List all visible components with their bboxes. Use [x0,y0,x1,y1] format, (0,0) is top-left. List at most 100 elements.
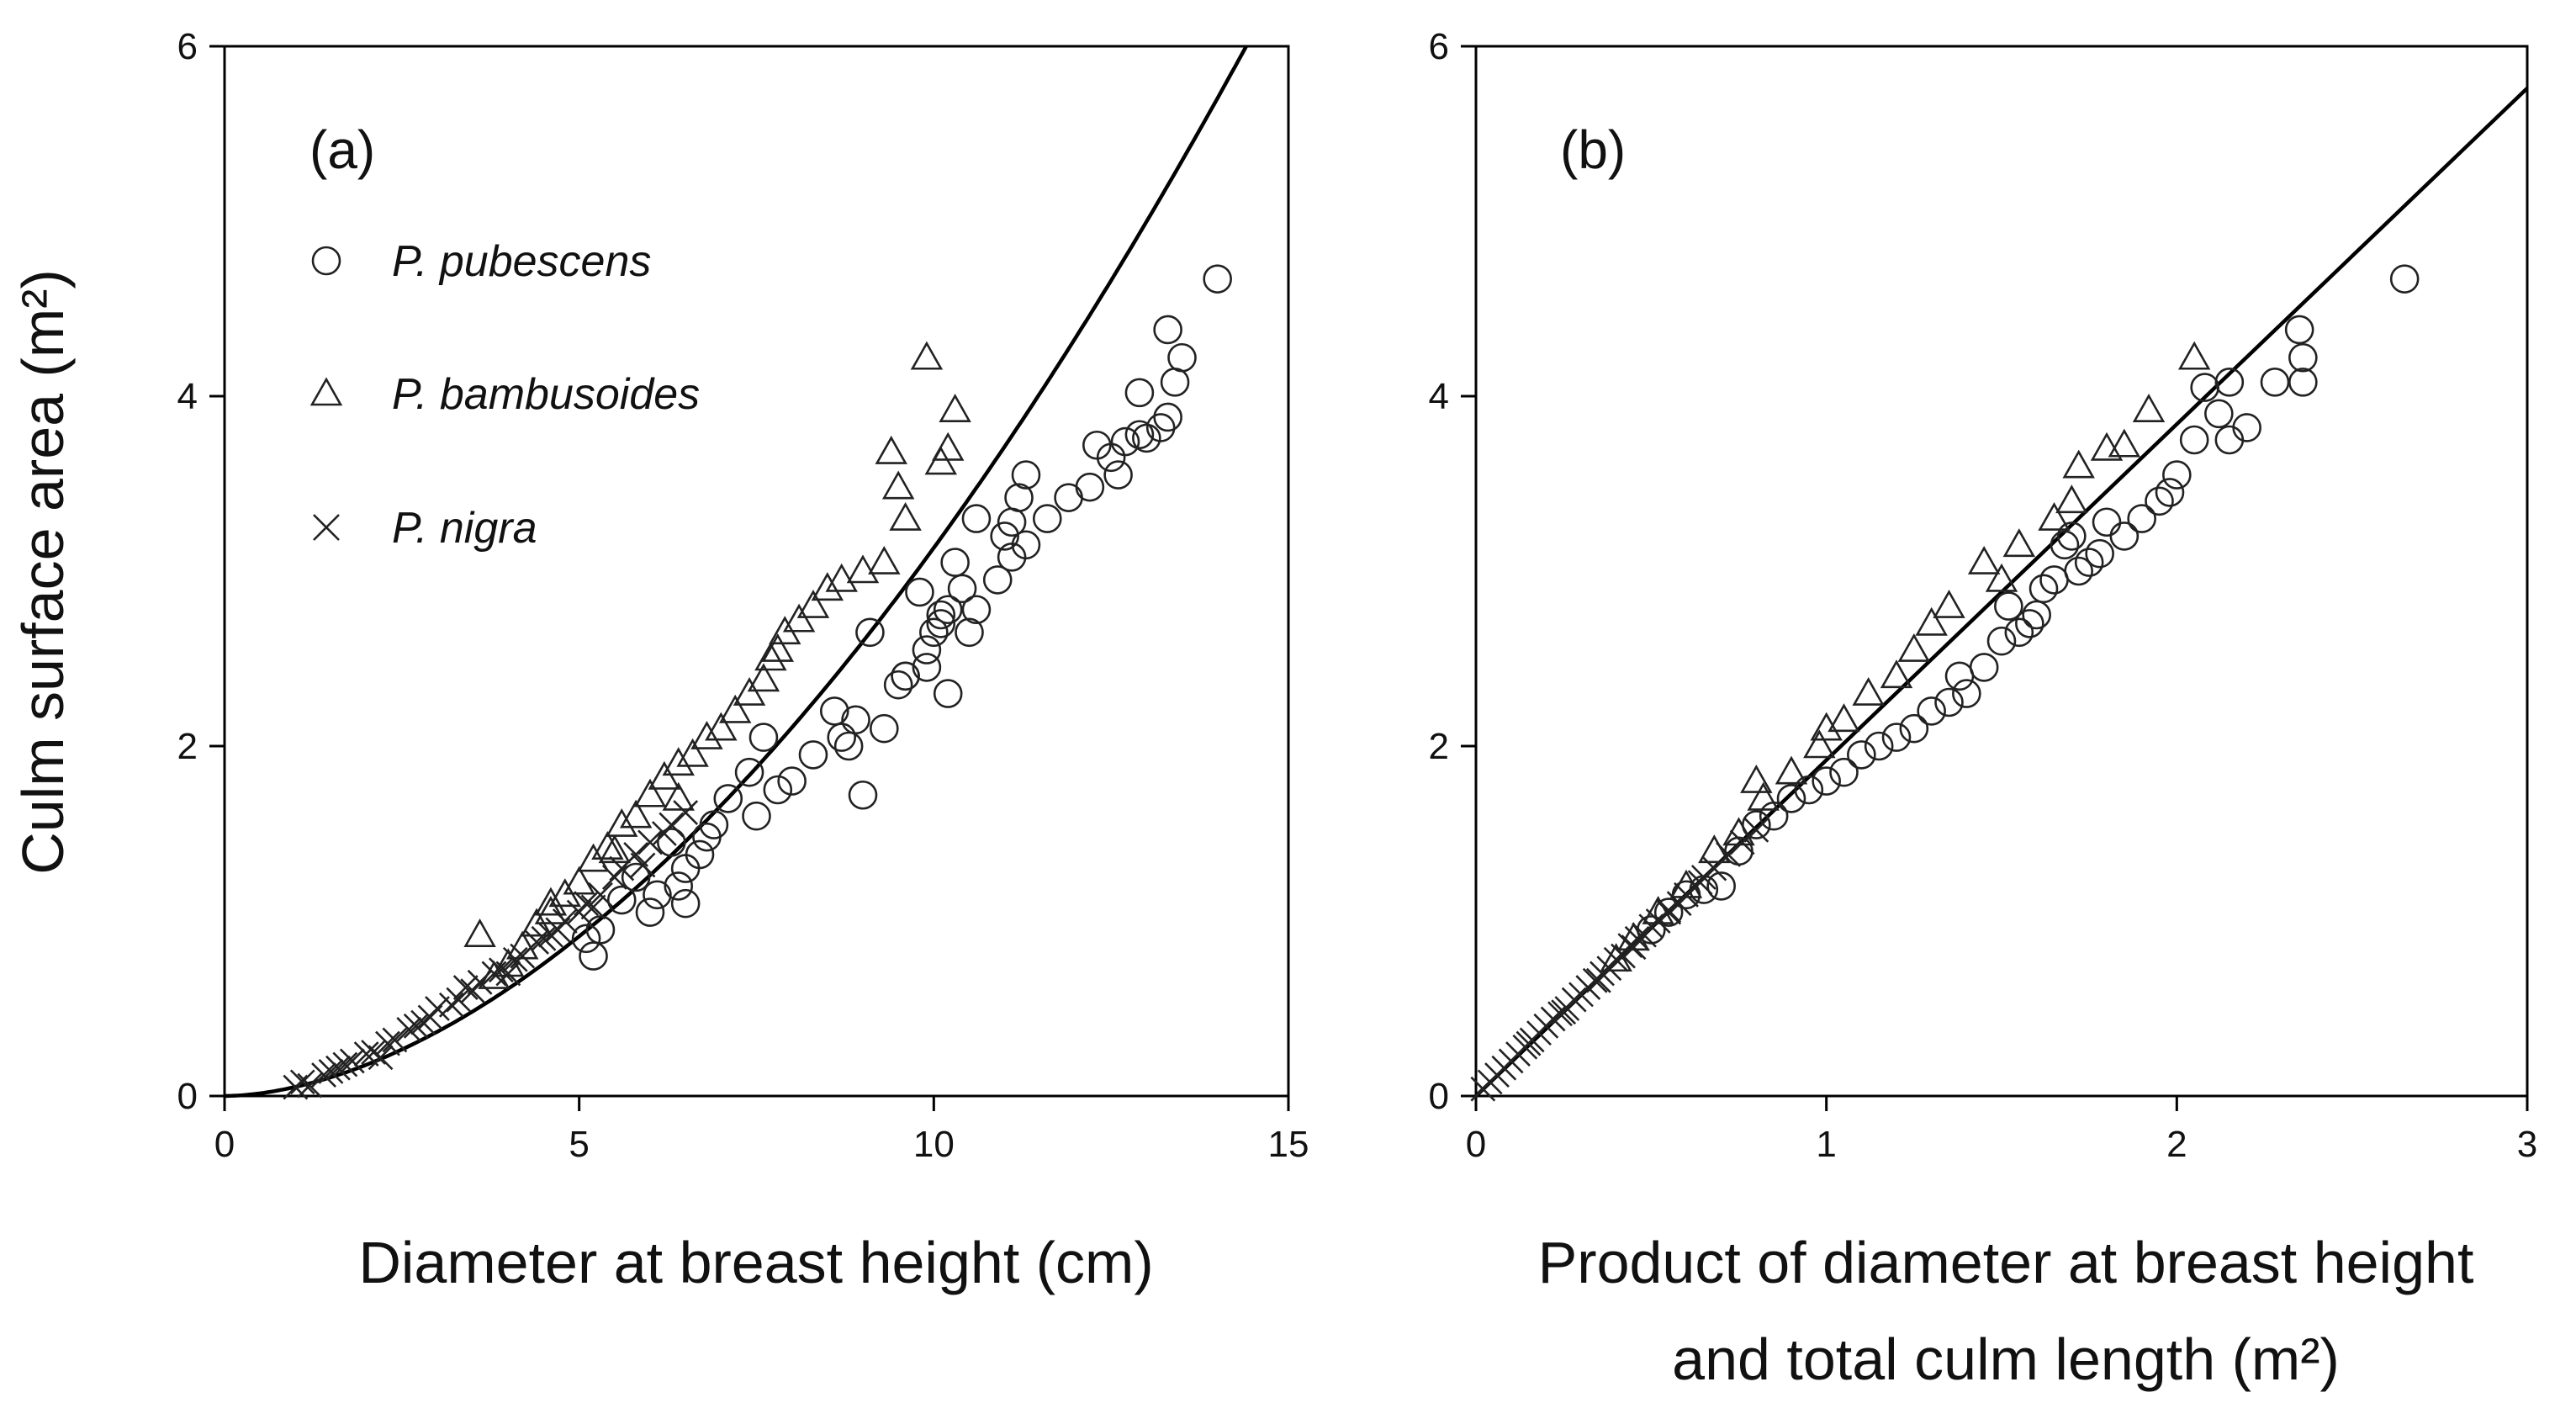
panel-b-point-triangle [1897,633,1931,662]
panel-a-point-triangle [939,394,971,422]
panel-b-point-triangle [2062,449,2095,479]
panel-a-point-cross [361,1040,387,1065]
panel-b-point-circle [1653,897,1684,927]
panel-a-point-triangle [910,341,944,370]
panel-a-point-triangle [705,712,738,741]
panel-a-point-cross [318,1058,344,1084]
panel-a-point-circle [1153,315,1182,345]
panel-a-point-circle [990,521,1019,551]
panel-b-point-circle [2288,342,2318,373]
panel-a-point-circle [1032,504,1062,533]
panel-a-point-circle [891,661,920,691]
panel-b-point-circle [2074,548,2104,577]
panel-b-point-circle [2092,507,2122,537]
panel-b-point-triangle [2055,484,2088,514]
panel-a-point-circle [955,617,984,648]
panel-b-point-circle [1899,713,1929,744]
panel-b-x-axis-title-line2: and total culm length (m²) [1672,1326,2340,1392]
panel-a-x-tick-label: 0 [214,1124,235,1165]
panel-a-point-triangle [761,633,795,662]
panel-b-point-circle [1994,591,2023,621]
panel-a-point-circle [1011,530,1041,560]
panel-a-point-cross [623,842,649,867]
panel-b-point-circle [1759,801,1789,831]
panel-b-point-circle [2284,315,2314,345]
panel-a-point-cross [502,946,528,972]
panel-a-point-circle [827,723,857,752]
panel-a-point-triangle [868,545,901,574]
panel-b-point-cross [1515,1030,1542,1056]
panel-a-point-circle [1011,460,1041,490]
panel-b-point-triangle [1985,563,2018,592]
panel-a-point-triangle [881,470,915,500]
panel-a-point-circle [1054,483,1083,512]
panel-b-point-circle [2190,373,2219,402]
panel-b-point-triangle [1775,755,1808,785]
panel-a-y-tick-label: 6 [177,26,198,67]
legend-circle-marker [311,246,341,276]
panel-a-y-tick-label: 4 [177,376,198,417]
panel-a-point-triangle [534,887,568,916]
panel-b-point-cross [1690,865,1716,890]
panel-b-point-cross [1638,913,1664,940]
panel-a-point-triangle [875,435,907,464]
panel-a-point-circle [685,839,715,870]
panel-a-point-cross [446,987,472,1013]
panel-b-point-triangle [1880,659,1913,689]
panel-a-point-triangle [825,563,858,592]
panel-b-point-triangle [1810,712,1843,741]
panel-b-point-circle [2127,504,2156,533]
legend-triangle-marker [309,377,343,406]
panel-b-point-circle [1776,784,1806,813]
panel-b-point-triangle [2177,341,2211,370]
panel-a-fit-curve [224,45,1248,1099]
panel-b-point-cross [1624,925,1650,951]
panel-a-point-cross [297,1072,323,1099]
panel-a-point-triangle [690,720,723,749]
panel-b-point-circle [1829,757,1859,787]
panel-a-point-circle [1132,423,1161,453]
panel-b-point-circle [1706,871,1736,901]
panel-b-x-tick-label: 2 [2166,1124,2187,1165]
panel-a-point-cross [375,1030,400,1056]
panel-b-point-triangle [1828,703,1860,733]
panel-a-point-cross [353,1041,379,1067]
panel-a-point-cross [403,1013,429,1039]
panel-a-point-cross [339,1048,365,1074]
panel-a-point-circle [713,784,743,813]
panel-a-point-triangle [591,831,624,860]
panel-b-point-cross [1656,897,1682,924]
panel-a-point-circle [982,565,1013,595]
panel-b-point-triangle [2002,528,2036,558]
panel-b-point-circle [1917,696,1946,726]
panel-b-point-circle [2260,368,2290,397]
panel-a-point-circle [798,740,828,770]
panel-b-point-cross [1743,817,1769,843]
panel-a-point-cross [311,1062,336,1088]
panel-b-point-circle [1794,775,1824,805]
panel-b-point-cross [1540,1006,1566,1032]
legend-label-pubescens: P. pubescens [392,237,651,286]
panel-a-point-triangle [606,807,638,837]
panel-b-point-triangle [1747,781,1780,811]
panel-b-point-circle [2039,565,2069,595]
panel-a-point-cross [574,891,600,917]
panel-a-point-cross [410,1009,436,1035]
panel-a-point-circle [933,679,963,708]
panel-b-x-tick-label: 0 [1466,1124,1486,1165]
panel-a-point-circle [635,897,665,927]
panel-a-point-circle [1082,430,1112,460]
panel-a-point-circle [777,766,807,796]
panel-b-point-cross [1585,967,1611,993]
panel-a-point-circle [1160,368,1190,397]
panel-b-point-circle [1952,679,1981,708]
panel-a: 0 5 10 15 0 2 4 6 (a) P. pubescens P. bambusoid… [10,26,1309,1295]
panel-a-points [283,264,1232,1100]
panel-a-point-circle [919,617,949,648]
panel-b-point-circle [2029,574,2059,604]
legend-label-bambusoides: P. bambusoides [392,370,700,419]
panel-a-point-circle [961,504,992,533]
panel-a-point-cross [396,1017,422,1042]
panel-b-point-circle [2214,368,2245,397]
panel-a-point-cross [580,894,606,920]
